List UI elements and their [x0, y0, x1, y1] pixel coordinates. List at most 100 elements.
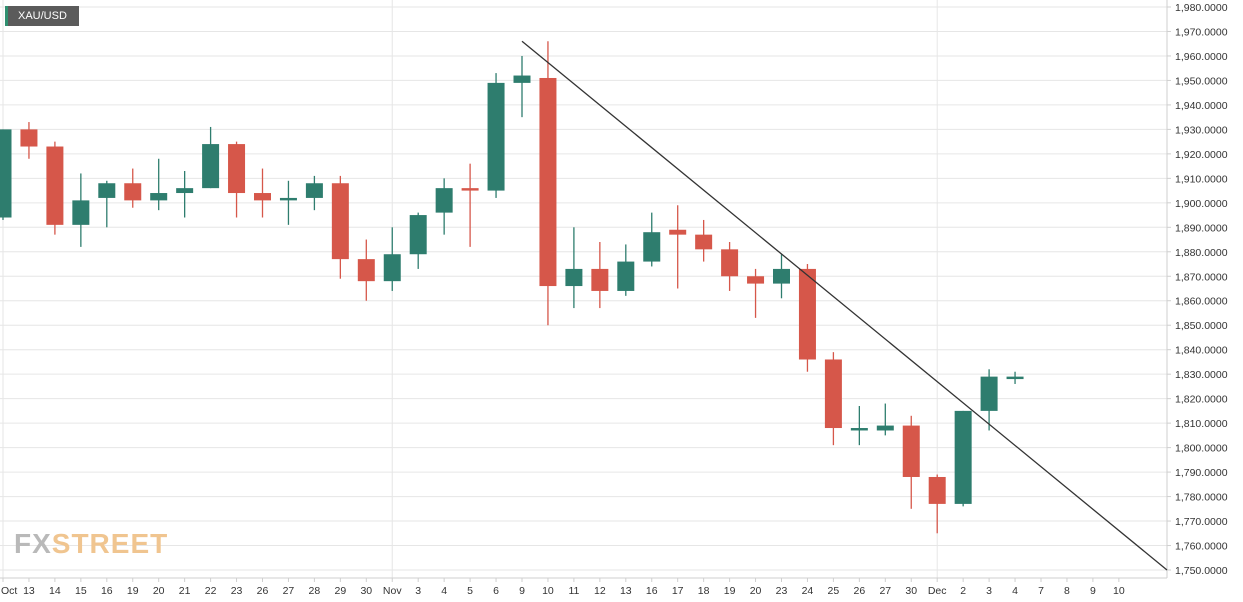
y-tick-label: 1,810.0000 [1175, 418, 1228, 430]
candle [591, 241, 609, 309]
x-tick-label: 20 [153, 585, 165, 597]
candle [279, 180, 297, 225]
candle [357, 239, 375, 301]
candle-body [20, 129, 38, 147]
candle [461, 163, 479, 247]
fxstreet-logo: FXSTREET [14, 527, 168, 561]
y-tick-label: 1,910.0000 [1175, 173, 1228, 185]
candle [513, 55, 531, 118]
candle-body [928, 476, 946, 504]
candle-body [150, 193, 168, 201]
candle [331, 175, 349, 279]
candle-body [850, 428, 868, 431]
y-tick-label: 1,780.0000 [1175, 492, 1228, 504]
candle [305, 175, 323, 211]
candle [487, 73, 505, 198]
candle [669, 205, 687, 289]
x-tick-label: 26 [854, 585, 866, 597]
y-tick-label: 1,830.0000 [1175, 369, 1228, 381]
x-tick-label: 13 [620, 585, 632, 597]
candle [721, 241, 739, 291]
y-tick-label: 1,800.0000 [1175, 443, 1228, 455]
candle-body [1006, 376, 1024, 380]
candle [876, 403, 894, 436]
candle-body [876, 425, 894, 431]
candle [72, 173, 90, 247]
y-tick-label: 1,970.0000 [1175, 26, 1228, 38]
x-tick-label: 28 [309, 585, 321, 597]
candle [747, 268, 765, 318]
x-tick-label: 21 [179, 585, 191, 597]
candle-body [176, 188, 194, 194]
candle [46, 141, 64, 235]
x-axis-labels: Oct 13 14 15 16 19 20 21 22 23 26 27 28 29 30 Nov 3 4 5 6 9 1… [1, 585, 1125, 597]
x-tick-label: 5 [467, 585, 473, 597]
grid-lines [0, 0, 1167, 578]
y-tick-label: 1,850.0000 [1175, 320, 1228, 332]
candle [202, 126, 220, 189]
y-tick-label: 1,900.0000 [1175, 198, 1228, 210]
candle-body [954, 410, 972, 504]
candle [850, 405, 868, 446]
candle [98, 180, 116, 228]
logo-street: STREET [51, 528, 169, 559]
x-tick-label: 27 [283, 585, 295, 597]
y-tick-label: 1,890.0000 [1175, 222, 1228, 234]
candle-body [591, 268, 609, 291]
candle [539, 41, 557, 326]
x-tick-label: 2 [960, 585, 966, 597]
candles [0, 41, 1024, 534]
x-tick-label: 26 [257, 585, 269, 597]
x-tick-label: 15 [75, 585, 87, 597]
candle-body [824, 359, 842, 429]
candle-body [721, 249, 739, 277]
y-axis-labels: 1,750.0000 1,760.0000 1,770.0000 1,780.0000… [1175, 2, 1228, 577]
x-tick-label: 10 [542, 585, 554, 597]
x-tick-label: 27 [879, 585, 891, 597]
candle-body [409, 215, 427, 255]
candle-body [565, 268, 583, 287]
candle-body [773, 268, 790, 284]
candle [643, 212, 661, 267]
y-tick-label: 1,790.0000 [1175, 467, 1228, 479]
x-tick-label: 18 [698, 585, 710, 597]
candle-body [72, 200, 90, 225]
trendline-layer [521, 40, 1168, 571]
candle-body [798, 268, 816, 360]
x-tick-label: 17 [672, 585, 684, 597]
x-tick-label: 16 [646, 585, 658, 597]
candle-body [254, 193, 271, 201]
x-tick-label: Dec [928, 585, 947, 597]
x-tick-label: 4 [1012, 585, 1018, 597]
y-tick-label: 1,920.0000 [1175, 149, 1228, 161]
x-tick-label: 16 [101, 585, 113, 597]
y-tick-label: 1,980.0000 [1175, 2, 1228, 14]
candle [20, 122, 38, 159]
candle [435, 178, 453, 235]
y-tick-label: 1,770.0000 [1175, 516, 1228, 528]
x-tick-label: 30 [905, 585, 917, 597]
y-tick-label: 1,760.0000 [1175, 541, 1228, 553]
candle [565, 227, 583, 309]
x-tick-label: 23 [776, 585, 788, 597]
candle [954, 410, 972, 507]
candle-body [669, 229, 687, 235]
symbol-badge: XAU/USD [5, 6, 79, 26]
candle [928, 474, 946, 534]
candle-body [695, 234, 713, 250]
y-tick-label: 1,840.0000 [1175, 345, 1228, 357]
x-tick-label: 11 [568, 585, 579, 597]
trendline [521, 40, 1168, 571]
candle-body [461, 188, 479, 191]
candle [409, 212, 427, 269]
candle-body [305, 183, 323, 198]
y-tick-label: 1,870.0000 [1175, 271, 1228, 283]
x-tick-label: 24 [802, 585, 814, 597]
candle [176, 171, 194, 218]
candle [124, 168, 142, 208]
x-tick-label: 19 [127, 585, 139, 597]
candle-body [487, 82, 505, 191]
candle-body [539, 77, 557, 287]
x-tick-label: 3 [415, 585, 421, 597]
candle [228, 141, 246, 218]
